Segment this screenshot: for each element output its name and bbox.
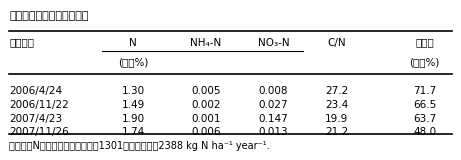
Text: 1.30: 1.30 bbox=[122, 86, 145, 96]
Text: 1.74: 1.74 bbox=[122, 128, 145, 137]
Text: 21.2: 21.2 bbox=[325, 128, 349, 137]
Text: 48.0: 48.0 bbox=[413, 128, 436, 137]
Text: 2007/11/26: 2007/11/26 bbox=[9, 128, 69, 137]
Text: 含水率: 含水率 bbox=[415, 38, 434, 48]
Text: 0.027: 0.027 bbox=[259, 100, 288, 110]
Text: 2006/11/22: 2006/11/22 bbox=[9, 100, 69, 110]
Text: 2007/4/23: 2007/4/23 bbox=[9, 114, 62, 124]
Text: 0.001: 0.001 bbox=[191, 114, 220, 124]
Text: C/N: C/N bbox=[327, 38, 346, 48]
Text: 0.005: 0.005 bbox=[191, 86, 220, 96]
Text: 19.9: 19.9 bbox=[325, 114, 349, 124]
Text: 0.013: 0.013 bbox=[259, 128, 288, 137]
Text: 散布時期: 散布時期 bbox=[9, 38, 34, 48]
Text: (乾物%): (乾物%) bbox=[118, 58, 148, 68]
Text: 0.002: 0.002 bbox=[191, 100, 220, 110]
Text: 63.7: 63.7 bbox=[413, 114, 437, 124]
Text: 0.006: 0.006 bbox=[191, 128, 220, 137]
Text: N: N bbox=[130, 38, 137, 48]
Text: 1.90: 1.90 bbox=[122, 114, 145, 124]
Text: 0.008: 0.008 bbox=[259, 86, 288, 96]
Text: 0.147: 0.147 bbox=[259, 114, 288, 124]
Text: 2006/4/24: 2006/4/24 bbox=[9, 86, 62, 96]
Text: 1.49: 1.49 bbox=[122, 100, 145, 110]
Text: 27.2: 27.2 bbox=[325, 86, 349, 96]
Text: (現物%): (現物%) bbox=[409, 58, 440, 68]
Text: 66.5: 66.5 bbox=[413, 100, 437, 110]
Text: 堆肥由来N投入量は、１年目０～1301、２年目０～2388 kg N ha⁻¹ year⁻¹.: 堆肥由来N投入量は、１年目０～1301、２年目０～2388 kg N ha⁻¹ … bbox=[9, 141, 270, 151]
Text: 23.4: 23.4 bbox=[325, 100, 349, 110]
Text: NH₄-N: NH₄-N bbox=[190, 38, 221, 48]
Text: 表２　供試堆肥の理化学性: 表２ 供試堆肥の理化学性 bbox=[9, 11, 89, 21]
Text: NO₃-N: NO₃-N bbox=[258, 38, 289, 48]
Text: 71.7: 71.7 bbox=[413, 86, 437, 96]
